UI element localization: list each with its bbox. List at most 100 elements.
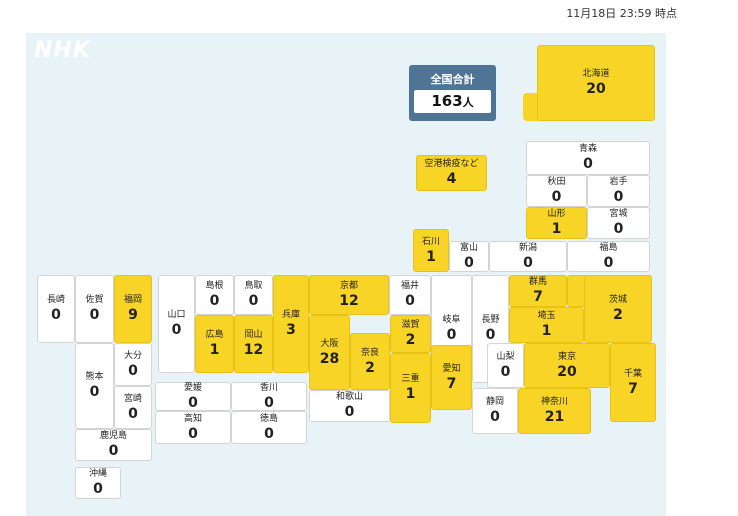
prefecture-name: 東京	[557, 351, 576, 362]
prefecture-tile-tokushima[interactable]: 徳島 0	[231, 411, 307, 444]
prefecture-count: 4	[446, 171, 457, 187]
prefecture-tile-iwate[interactable]: 岩手 0	[587, 175, 650, 207]
prefecture-name: 青森	[578, 144, 597, 154]
national-total-box: 全国合計 163人	[409, 65, 496, 121]
prefecture-tile-hyogo[interactable]: 兵庫 3	[273, 275, 309, 373]
prefecture-tile-mie[interactable]: 三重 1	[390, 353, 431, 423]
prefecture-name: 山形	[547, 209, 566, 219]
prefecture-tile-tottori[interactable]: 鳥取 0	[234, 275, 273, 315]
prefecture-tile-okinawa[interactable]: 沖縄 0	[75, 467, 121, 499]
prefecture-tile-yamaguchi[interactable]: 山口 0	[158, 275, 195, 373]
prefecture-count: 0	[613, 221, 624, 237]
prefecture-name: 長崎	[46, 295, 65, 305]
prefecture-tile-saitama[interactable]: 埼玉 1	[509, 307, 584, 343]
prefecture-name: 秋田	[547, 177, 566, 187]
prefecture-name: 岐阜	[442, 315, 461, 325]
prefecture-name: 神奈川	[540, 397, 568, 407]
prefecture-name: 鳥取	[244, 281, 263, 291]
national-total-unit: 人	[462, 96, 474, 109]
prefecture-count: 9	[128, 307, 138, 323]
prefecture-name: 福井	[400, 281, 419, 291]
prefecture-tile-airport[interactable]: 空港検疫など 4	[416, 155, 487, 191]
nhk-logo: NHK	[34, 38, 91, 63]
prefecture-name: 奈良	[360, 347, 379, 358]
prefecture-tile-kumamoto[interactable]: 熊本 0	[75, 343, 114, 429]
prefecture-name: 徳島	[259, 413, 278, 424]
prefecture-tile-chiba[interactable]: 千葉 7	[610, 343, 656, 422]
prefecture-tile-miyagi[interactable]: 宮城 0	[587, 207, 650, 239]
prefecture-name: 千葉	[623, 368, 642, 379]
prefecture-tile-hokkaido[interactable]: 北海道 20	[537, 45, 655, 121]
prefecture-name: 佐賀	[85, 295, 104, 305]
prefecture-count: 0	[603, 254, 614, 271]
prefecture-tile-tokyo[interactable]: 東京 20	[524, 343, 610, 388]
prefecture-tile-ishikawa[interactable]: 石川 1	[413, 229, 449, 272]
prefecture-name: 岡山	[244, 330, 263, 340]
prefecture-name: 北海道	[582, 69, 610, 79]
prefecture-tile-kanagawa[interactable]: 神奈川 21	[518, 388, 591, 434]
prefecture-count: 0	[128, 362, 138, 379]
prefecture-count: 0	[264, 425, 274, 442]
national-total-value: 163人	[414, 90, 491, 113]
prefecture-name: 福岡	[123, 295, 142, 305]
prefecture-tile-yamanashi[interactable]: 山梨 0	[487, 343, 524, 388]
prefecture-tile-shimane[interactable]: 島根 0	[195, 275, 234, 315]
prefecture-tile-nagasaki[interactable]: 長崎 0	[37, 275, 75, 343]
prefecture-count: 0	[128, 405, 138, 422]
prefecture-count: 0	[209, 293, 220, 309]
prefecture-tile-kagawa[interactable]: 香川 0	[231, 382, 307, 411]
prefecture-count: 0	[89, 384, 100, 400]
prefecture-tile-ehime[interactable]: 愛媛 0	[155, 382, 231, 411]
prefecture-tile-niigata[interactable]: 新潟 0	[489, 241, 567, 272]
update-timestamp: 11月18日 23:59 時点	[566, 7, 677, 20]
prefecture-tile-shizuoka[interactable]: 静岡 0	[472, 388, 518, 434]
prefecture-tile-saga[interactable]: 佐賀 0	[75, 275, 114, 343]
prefecture-tile-kochi[interactable]: 高知 0	[155, 411, 231, 444]
prefecture-count: 7	[446, 375, 457, 392]
prefecture-count: 0	[51, 307, 61, 323]
prefecture-tile-fukui[interactable]: 福井 0	[389, 275, 431, 315]
prefecture-name: 高知	[183, 413, 202, 424]
prefecture-tile-okayama[interactable]: 岡山 12	[234, 315, 273, 373]
prefecture-tile-toyama[interactable]: 富山 0	[449, 241, 489, 272]
prefecture-name: 茨城	[608, 295, 627, 305]
prefecture-name: 福島	[599, 242, 618, 253]
prefecture-count: 21	[544, 409, 565, 425]
prefecture-tile-aichi[interactable]: 愛知 7	[431, 345, 472, 410]
prefecture-count: 7	[628, 380, 638, 397]
prefecture-count: 1	[551, 221, 562, 237]
national-total-count: 163	[431, 92, 463, 110]
prefecture-name: 島根	[205, 281, 224, 291]
prefecture-count: 12	[243, 342, 264, 358]
prefecture-tile-wakayama[interactable]: 和歌山 0	[309, 390, 390, 422]
prefecture-name: 愛媛	[183, 382, 202, 393]
prefecture-count: 0	[490, 409, 500, 425]
prefecture-count: 2	[405, 332, 416, 348]
prefecture-count: 1	[426, 248, 436, 265]
prefecture-tile-shiga[interactable]: 滋賀 2	[390, 315, 431, 353]
prefecture-tile-fukuoka[interactable]: 福岡 9	[114, 275, 152, 343]
prefecture-count: 0	[523, 254, 533, 271]
prefecture-tile-miyazaki[interactable]: 宮崎 0	[114, 386, 152, 429]
prefecture-tile-nagano[interactable]: 長野 0	[472, 275, 509, 383]
prefecture-tile-hiroshima[interactable]: 広島 1	[195, 315, 234, 373]
prefecture-tile-yamagata[interactable]: 山形 1	[526, 207, 587, 239]
prefecture-tile-kyoto[interactable]: 京都 12	[309, 275, 389, 315]
prefecture-tile-ibaraki[interactable]: 茨城 2	[584, 275, 652, 343]
prefecture-name: 埼玉	[537, 311, 556, 321]
prefecture-count: 0	[171, 322, 182, 338]
prefecture-tile-osaka[interactable]: 大阪 28	[309, 315, 350, 390]
prefecture-tile-nara[interactable]: 奈良 2	[350, 333, 390, 390]
prefecture-tile-akita[interactable]: 秋田 0	[526, 175, 587, 207]
prefecture-tile-kagoshima[interactable]: 鹿児島 0	[75, 429, 152, 461]
prefecture-name: 空港検疫など	[424, 159, 479, 169]
prefecture-tile-fukushima[interactable]: 福島 0	[567, 241, 650, 272]
prefecture-name: 和歌山	[335, 392, 363, 402]
prefecture-tile-aomori[interactable]: 青森 0	[526, 141, 650, 175]
prefecture-name: 長野	[481, 315, 500, 325]
prefecture-tile-gunma[interactable]: 群馬 7	[509, 275, 567, 307]
prefecture-count: 0	[108, 443, 119, 459]
prefecture-count: 0	[613, 189, 624, 205]
prefecture-count: 0	[551, 189, 562, 205]
prefecture-tile-oita[interactable]: 大分 0	[114, 343, 152, 386]
